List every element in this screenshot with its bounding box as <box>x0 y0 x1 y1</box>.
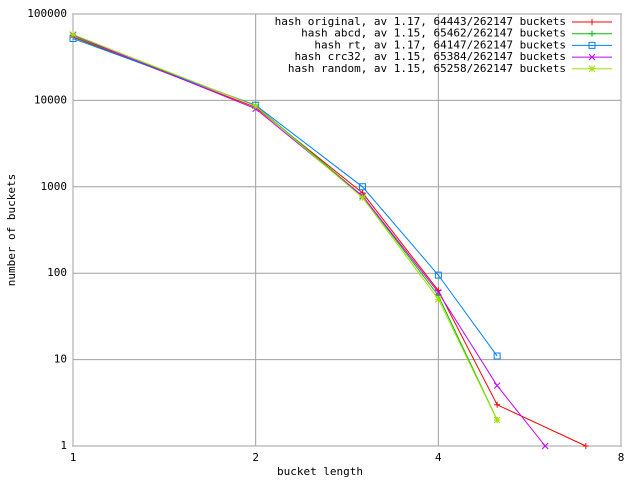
point <box>541 442 549 450</box>
point <box>69 31 77 38</box>
y-axis-label: number of buckets <box>5 174 18 287</box>
point <box>493 352 501 360</box>
legend-marker <box>588 41 596 49</box>
series-line <box>72 36 587 447</box>
point <box>434 271 442 279</box>
legend-label: hash abcd, av 1.15, 65462/262147 buckets <box>301 27 566 40</box>
series-line <box>72 34 546 447</box>
point <box>494 401 501 408</box>
plot-frame <box>72 13 622 447</box>
y-tick-label: 10000 <box>34 93 67 106</box>
point <box>434 289 442 296</box>
legend-label: hash rt, av 1.17, 64147/262147 buckets <box>314 38 566 51</box>
point <box>359 183 367 191</box>
y-tick-label: 100 <box>47 266 67 279</box>
legend-label: hash crc32, av 1.15, 65384/262147 bucket… <box>294 50 566 63</box>
y-tick-label: 10 <box>54 353 67 366</box>
x-tick-label: 8 <box>618 451 625 464</box>
series-line <box>72 33 498 421</box>
legend-marker <box>588 65 596 73</box>
series-line <box>72 35 498 421</box>
legend-label: hash random, av 1.15, 65258/262147 bucke… <box>288 62 566 75</box>
point <box>493 382 501 389</box>
legend-marker <box>588 53 596 61</box>
y-tick-label: 100000 <box>27 7 67 20</box>
legend-marker <box>589 30 595 37</box>
legend-marker <box>589 19 595 25</box>
y-tick-label: 1 <box>60 439 67 452</box>
legend-label: hash original, av 1.17, 64443/262147 buc… <box>275 15 566 28</box>
x-tick-label: 2 <box>252 451 259 464</box>
point <box>493 416 501 424</box>
x-axis-label: bucket length <box>277 465 363 478</box>
series-line <box>72 38 498 357</box>
x-tick-label: 1 <box>70 451 77 464</box>
point <box>359 194 366 201</box>
point <box>252 102 260 110</box>
point <box>582 443 589 449</box>
point <box>434 295 442 303</box>
y-tick-label: 1000 <box>41 180 68 193</box>
x-tick-label: 4 <box>435 451 442 464</box>
